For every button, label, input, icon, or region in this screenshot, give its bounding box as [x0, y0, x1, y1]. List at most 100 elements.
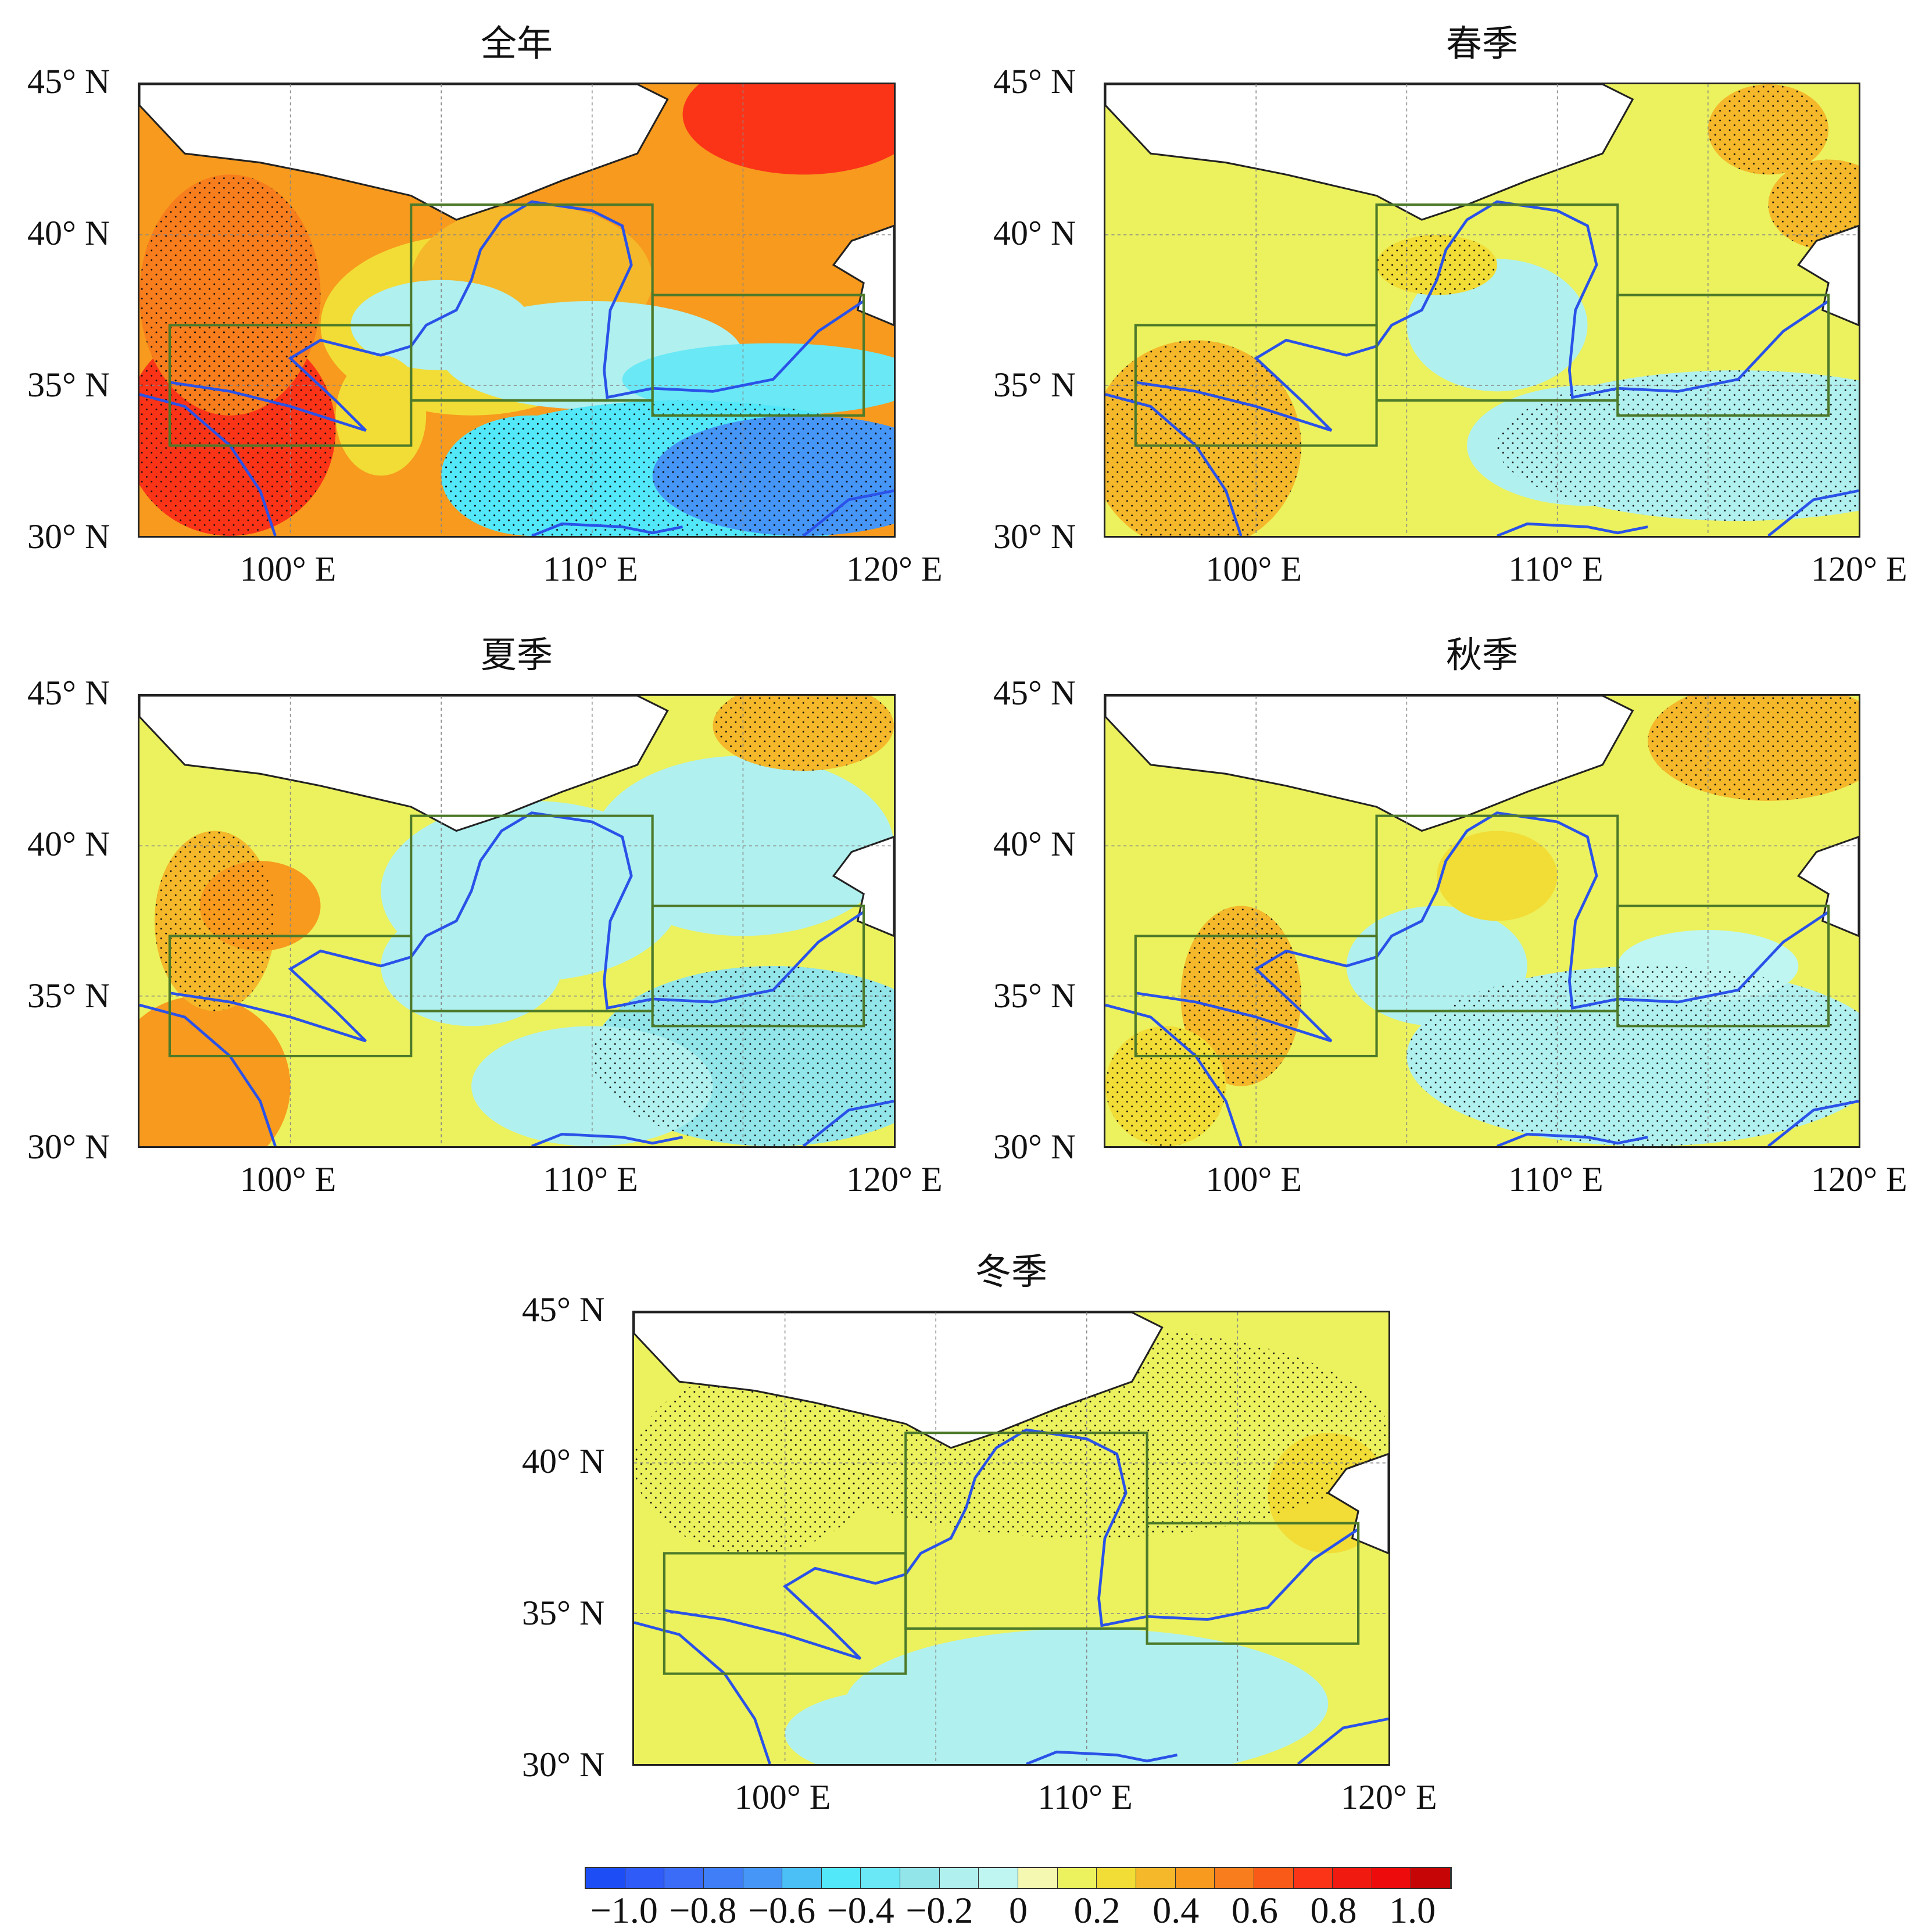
significance-stipple — [1648, 696, 1859, 801]
lon-tick-label: 120° E — [846, 550, 943, 588]
significance-stipple — [1497, 370, 1859, 521]
lon-tick-label: 100° E — [239, 1160, 337, 1198]
region-box — [1146, 1522, 1360, 1645]
colorbar-swatch — [979, 1868, 1019, 1888]
colorbar-label: 0.8 — [1310, 1890, 1357, 1931]
region-box — [651, 904, 865, 1028]
yellow-river — [169, 811, 865, 1043]
river — [1767, 489, 1859, 536]
colorbar-label: 0.6 — [1231, 1890, 1278, 1931]
significance-stipple — [1105, 340, 1301, 536]
lon-tick-label: 120° E — [1811, 1160, 1907, 1198]
lat-tick-label: 30° N — [27, 517, 110, 556]
colorbar-swatch — [703, 1868, 743, 1888]
bohai-sea — [832, 836, 894, 938]
lat-tick-label: 30° N — [27, 1128, 110, 1166]
yellow-river — [664, 1428, 1359, 1660]
colorbar-label: −0.4 — [826, 1890, 894, 1931]
river — [1026, 1750, 1178, 1764]
region-box — [1616, 904, 1830, 1028]
lon-tick-label: 110° E — [1508, 1160, 1604, 1198]
lat-tick-label: 35° N — [27, 366, 110, 404]
lon-tick-label: 120° E — [846, 1160, 943, 1198]
colorbar-swatch — [1175, 1868, 1215, 1888]
country-border — [1105, 84, 1634, 221]
lat-tick-label: 40° N — [522, 1442, 605, 1480]
significance-stipple — [1708, 84, 1829, 175]
country-border — [634, 1312, 1164, 1449]
bohai-sea — [1797, 836, 1859, 938]
lat-tick-label: 45° N — [27, 674, 110, 712]
colorbar-label: −0.6 — [748, 1890, 816, 1931]
significance-stipple — [441, 415, 622, 536]
colorbar-swatch — [861, 1868, 901, 1888]
country-border — [139, 84, 669, 221]
lon-tick-label: 120° E — [1341, 1778, 1437, 1816]
map-panel-annual — [138, 83, 896, 538]
panel-title-winter: 冬季 — [975, 1250, 1047, 1293]
colorbar-swatch — [939, 1868, 979, 1888]
lat-tick-label: 35° N — [522, 1594, 605, 1632]
lat-tick-label: 45° N — [993, 674, 1076, 712]
significance-stipple — [1376, 235, 1497, 295]
bohai-sea — [1326, 1452, 1388, 1555]
colorbar-swatch — [900, 1868, 940, 1888]
colorbar-swatch — [586, 1868, 625, 1888]
lon-tick-label: 120° E — [1811, 550, 1907, 588]
colorbar-swatch — [1097, 1868, 1136, 1888]
colorbar-label: −0.2 — [905, 1890, 973, 1931]
colorbar-swatch — [1411, 1868, 1451, 1888]
colorbar-swatch — [1293, 1868, 1333, 1888]
country-border — [1105, 696, 1634, 832]
lon-tick-label: 100° E — [734, 1778, 831, 1816]
lat-tick-label: 30° N — [522, 1745, 605, 1784]
lon-tick-label: 110° E — [543, 550, 638, 588]
significance-stipple — [713, 696, 894, 771]
bohai-sea — [1797, 224, 1859, 327]
river — [1297, 1718, 1388, 1764]
lat-tick-label: 45° N — [522, 1290, 605, 1329]
panel-title-annual: 全年 — [480, 22, 553, 65]
map-panel-autumn — [1104, 694, 1860, 1148]
region-box — [1616, 294, 1830, 417]
lon-tick-label: 100° E — [1205, 550, 1302, 588]
significance-stipple — [139, 174, 321, 416]
lat-tick-label: 30° N — [993, 1128, 1076, 1166]
colorbar-label: 0 — [1009, 1890, 1028, 1931]
significance-stipple — [1768, 159, 1859, 250]
field-contour — [381, 906, 562, 1026]
lon-tick-label: 100° E — [1205, 1160, 1302, 1198]
colorbar-label: 0.2 — [1073, 1890, 1121, 1931]
panel-title-summer: 夏季 — [480, 634, 553, 676]
lat-tick-label: 30° N — [993, 517, 1076, 556]
significance-stipple — [1105, 1026, 1226, 1146]
significance-stipple — [652, 415, 894, 536]
lon-tick-label: 110° E — [1508, 550, 1604, 588]
colorbar-label: −1.0 — [590, 1890, 658, 1931]
colorbar-swatch — [782, 1868, 822, 1888]
lat-tick-label: 40° N — [27, 214, 110, 252]
lat-tick-label: 45° N — [993, 62, 1076, 101]
colorbar-swatch — [1254, 1868, 1294, 1888]
significance-stipple — [154, 831, 275, 1011]
lat-tick-label: 40° N — [993, 825, 1076, 864]
lon-tick-label: 110° E — [543, 1160, 638, 1198]
field-contour — [785, 1688, 1026, 1764]
colorbar-swatch — [1057, 1868, 1097, 1888]
colorbar-swatch — [625, 1868, 665, 1888]
colorbar-swatch — [1136, 1868, 1176, 1888]
bohai-sea — [832, 224, 894, 327]
colorbar-swatch — [743, 1868, 783, 1888]
significance-stipple — [634, 1372, 876, 1554]
significance-stipple — [1180, 906, 1301, 1086]
field-contour — [622, 343, 894, 416]
colorbar-label: −0.8 — [669, 1890, 737, 1931]
field-contour — [139, 996, 291, 1146]
panel-title-spring: 春季 — [1445, 22, 1518, 65]
map-panel-summer — [138, 694, 896, 1148]
colorbar-label: 0.4 — [1153, 1890, 1200, 1931]
lat-tick-label: 35° N — [993, 366, 1076, 404]
colorbar-swatch — [1333, 1868, 1372, 1888]
country-border — [139, 696, 669, 832]
lat-tick-label: 40° N — [993, 214, 1076, 252]
